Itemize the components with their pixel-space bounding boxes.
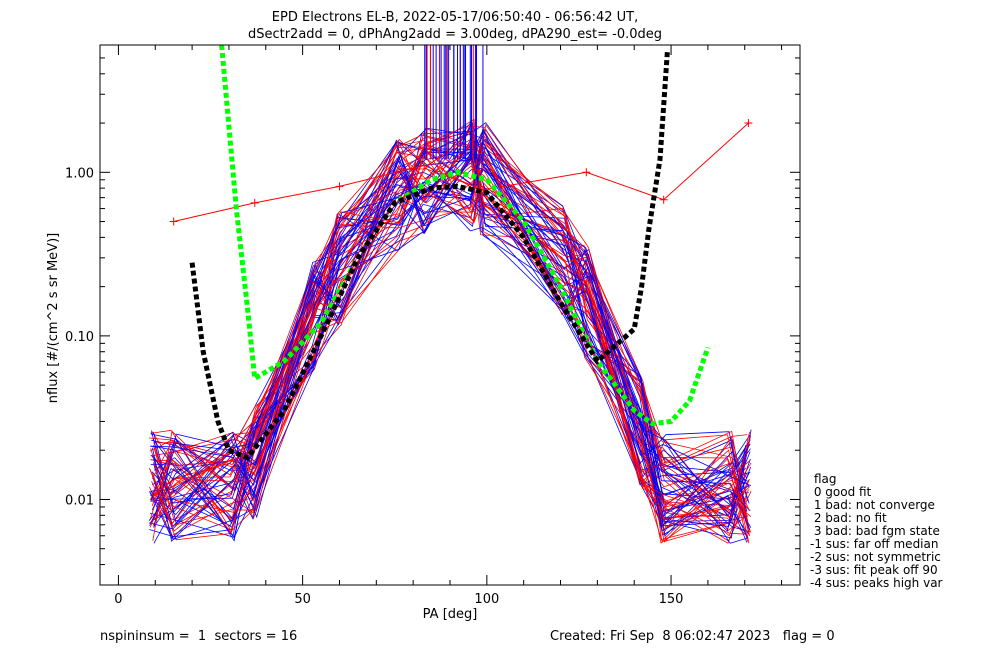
data-point	[582, 168, 591, 177]
legend-item: -3 sus: fit peak off 90	[810, 563, 938, 577]
legend-item: -2 sus: not symmetric	[810, 550, 941, 564]
background-trace	[151, 149, 750, 544]
background-trace	[151, 148, 752, 527]
chart-title-line2: dSectr2add = 0, dPhAng2add = 3.00deg, dP…	[248, 27, 662, 42]
x-axis: 0 50 100 150	[114, 45, 783, 607]
legend-title: flag	[814, 472, 837, 486]
data-point	[744, 119, 753, 128]
background-trace	[150, 135, 752, 542]
data-point	[335, 182, 344, 191]
data-point	[420, 161, 429, 170]
y-tick-label: 1.00	[65, 166, 94, 181]
chart-title-line1: EPD Electrons EL-B, 2022-05-17/06:50:40 …	[272, 10, 638, 25]
background-trace	[149, 141, 747, 533]
y-tick-label: 0.01	[65, 493, 94, 508]
x-axis-label: PA [deg]	[423, 607, 478, 622]
data-point	[250, 198, 259, 207]
x-tick-label: 100	[474, 592, 499, 607]
data-point	[659, 195, 668, 204]
legend-item: 0 good fit	[810, 485, 872, 499]
y-tick-label: 0.10	[65, 330, 94, 345]
footer-right: Created: Fri Sep 8 06:02:47 2023 flag = …	[550, 629, 835, 644]
y-axis-label: nflux [#/(cm^2 s sr MeV)]	[46, 233, 61, 403]
background-traces	[148, 45, 752, 544]
legend-item: -4 sus: peaks high var	[810, 576, 943, 590]
legend-item: 2 bad: no fit	[810, 511, 887, 525]
flag-legend: flag 0 good fit 1 bad: not converge 2 ba…	[810, 472, 943, 590]
legend-item: 1 bad: not converge	[810, 498, 935, 512]
y-axis: 0.01 0.10 1.00	[65, 44, 800, 586]
background-trace	[149, 141, 747, 527]
background-trace	[150, 151, 748, 539]
background-trace	[149, 150, 751, 521]
footer-left: nspininsum = 1 sectors = 16	[100, 629, 297, 644]
x-tick-label: 150	[659, 592, 684, 607]
series-line-0	[173, 122, 749, 222]
data-point	[169, 217, 178, 226]
background-trace	[149, 138, 750, 537]
background-trace	[153, 142, 750, 530]
background-trace	[152, 169, 751, 543]
series-line-1	[219, 44, 711, 427]
legend-item: -1 sus: far off median	[810, 537, 938, 551]
legend-item: 3 bad: bad fgm state	[810, 524, 940, 538]
x-tick-label: 50	[294, 592, 311, 607]
background-trace	[150, 140, 747, 522]
x-tick-label: 0	[114, 592, 122, 607]
series-line-2	[189, 51, 670, 461]
series-layer	[169, 44, 753, 461]
background-trace	[153, 163, 752, 504]
